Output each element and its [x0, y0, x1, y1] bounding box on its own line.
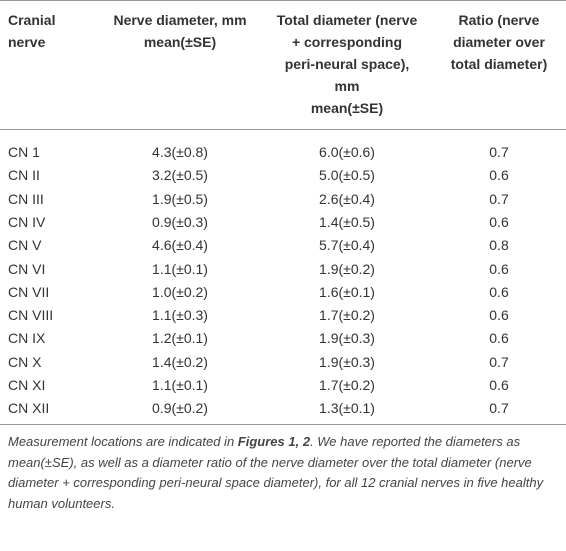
table-cell: 1.9(±0.5)	[152, 190, 208, 207]
header-line: total diameter)	[450, 56, 548, 72]
row-label: CN IV	[8, 213, 46, 230]
row-label: CN II	[8, 167, 40, 184]
table-cell: 0.9(±0.2)	[152, 400, 208, 417]
header-line: Nerve diameter, mm	[113, 12, 247, 28]
table-cell: 1.0(±0.2)	[152, 283, 208, 300]
header-line: nerve	[8, 34, 46, 50]
table-cell: 1.6(±0.1)	[319, 283, 375, 300]
row-label: CN X	[8, 353, 42, 370]
table-cell: 4.3(±0.8)	[152, 144, 208, 160]
row-label: CN IX	[8, 330, 46, 347]
table-cell: 0.6	[489, 283, 509, 300]
header-line: diameter over	[453, 34, 545, 50]
table-cell: 0.8	[489, 237, 509, 254]
table-cell: 0.6	[489, 377, 509, 393]
footnote-figure-ref: Figures 1, 2	[237, 434, 311, 449]
table-cell: 0.6	[489, 330, 509, 347]
table-cell: 1.4(±0.2)	[152, 353, 208, 370]
table-cell: 0.6	[489, 307, 509, 324]
header-line: Ratio (nerve	[458, 12, 540, 28]
column-header: Nerve diameter, mm mean(±SE)	[100, 9, 260, 53]
header-line: Total diameter (nerve	[276, 12, 418, 28]
table-cell: 1.9(±0.3)	[319, 330, 375, 347]
header-line: + corresponding	[291, 34, 403, 50]
row-label: CN VI	[8, 260, 46, 277]
row-label: CN XII	[8, 400, 50, 417]
top-rule	[0, 0, 566, 1]
header-line: mean(±SE)	[310, 100, 384, 116]
table-cell: 0.7	[489, 144, 509, 160]
table-cell: 0.7	[489, 353, 509, 370]
header-line: mm	[334, 78, 360, 94]
table-cell: 5.0(±0.5)	[319, 167, 375, 184]
table-cell: 0.7	[489, 400, 509, 417]
table-cell: 4.6(±0.4)	[152, 237, 208, 254]
row-label: CN V	[8, 237, 42, 254]
table-cell: 1.1(±0.1)	[152, 377, 208, 393]
header-line: Cranial	[8, 12, 56, 28]
table-cell: 0.9(±0.3)	[152, 213, 208, 230]
header-line: peri-neural space),	[284, 56, 410, 72]
bottom-rule	[0, 424, 566, 425]
row-label: CN VII	[8, 283, 50, 300]
footnote: Measurement locations are indicated in F…	[8, 432, 560, 514]
table-cell: 1.7(±0.2)	[319, 307, 375, 324]
table-cell: 2.6(±0.4)	[319, 190, 375, 207]
table-cell: 1.3(±0.1)	[319, 400, 375, 417]
column-header: Total diameter (nerve + corresponding peri…	[262, 9, 432, 119]
table-cell: 5.7(±0.4)	[319, 237, 375, 254]
table-cell: 1.9(±0.2)	[319, 260, 375, 277]
table-cell: 1.1(±0.3)	[152, 307, 208, 324]
header-rule	[0, 129, 566, 130]
row-label: CN 1	[8, 144, 40, 160]
table-cell: 3.2(±0.5)	[152, 167, 208, 184]
column-header: Cranial nerve	[8, 9, 98, 53]
header-line: mean(±SE)	[143, 34, 217, 50]
row-label: CN XI	[8, 377, 46, 393]
footnote-text: Measurement locations are indicated in	[8, 434, 238, 449]
table-cell: 1.9(±0.3)	[319, 353, 375, 370]
table-cell: 1.7(±0.2)	[319, 377, 375, 393]
table-cell: 1.1(±0.1)	[152, 260, 208, 277]
row-label: CN VIII	[8, 307, 54, 324]
footnote-text: . We have reported the diameters as mean…	[8, 434, 544, 511]
table-cell: 1.2(±0.1)	[152, 330, 208, 347]
table-cell: 0.6	[489, 167, 509, 184]
table-cell: 6.0(±0.6)	[319, 144, 375, 160]
table-cell: 0.6	[489, 213, 509, 230]
row-label: CN III	[8, 190, 44, 207]
column-header: Ratio (nerve diameter over total diameter)	[434, 9, 564, 75]
table-cell: 1.4(±0.5)	[319, 213, 375, 230]
table-cell: 0.6	[489, 260, 509, 277]
table-cell: 0.7	[489, 190, 509, 207]
